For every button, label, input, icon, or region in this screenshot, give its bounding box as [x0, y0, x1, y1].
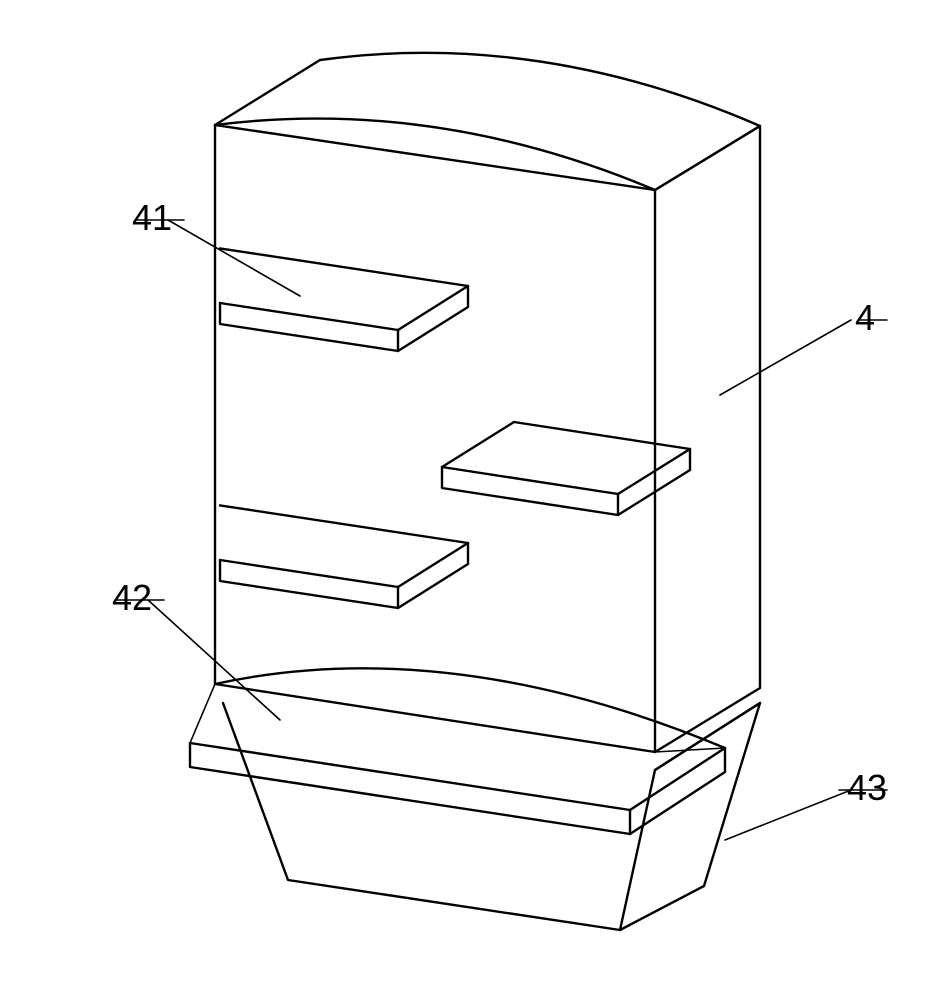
shelf-lower-left-front-top [220, 560, 398, 587]
body-top-face [215, 53, 760, 190]
shelf-upper-left-back-top [220, 248, 468, 286]
body-right-face [655, 126, 760, 752]
shelf-mid-right-top [442, 422, 690, 494]
leader-body [720, 320, 851, 395]
ledge-left-merge [190, 684, 215, 743]
ledge-front [190, 743, 630, 834]
leader-base [725, 790, 851, 840]
shelf-lower-left-depth-right [398, 543, 468, 587]
label-ledge: 42 [112, 577, 152, 618]
figure-canvas: 4 41 42 43 [0, 0, 943, 1000]
label-base: 43 [847, 767, 887, 808]
shelf-lower-left-back-top [220, 505, 468, 543]
label-body: 4 [855, 297, 875, 338]
shelf-lower-left-side [398, 543, 468, 608]
label-shelf: 41 [132, 197, 172, 238]
shelf-upper-left-depth-right [398, 286, 468, 330]
base-right [620, 703, 760, 930]
body-front-face [215, 125, 655, 752]
shelf-upper-left-front-top [220, 303, 398, 330]
base-front [223, 703, 655, 930]
shelf-upper-left-side [398, 286, 468, 351]
ledge-top [190, 668, 725, 810]
